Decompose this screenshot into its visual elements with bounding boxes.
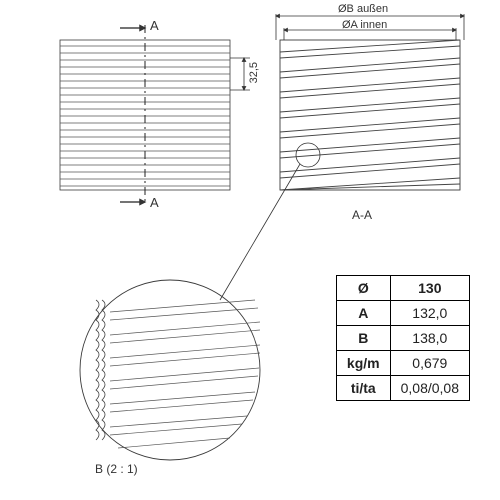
spec-key-1: A <box>336 301 390 326</box>
spec-key-2: B <box>336 326 390 351</box>
spec-key-3: kg/m <box>336 351 390 376</box>
detail-callout <box>220 143 320 300</box>
spec-val-2: 138,0 <box>390 326 469 351</box>
section-title: A-A <box>352 208 372 222</box>
detail-view <box>80 280 260 460</box>
spec-val-0: 130 <box>390 276 469 301</box>
spec-table: Ø130 A132,0 B138,0 kg/m0,679 ti/ta0,08/0… <box>336 275 470 401</box>
spec-val-1: 132,0 <box>390 301 469 326</box>
spec-val-3: 0,679 <box>390 351 469 376</box>
section-mark-bottom: A <box>150 195 159 210</box>
dimension-pitch <box>230 58 250 90</box>
drawing-canvas: ØB außen ØA innen 32,5 A A A-A B (2 : 1)… <box>0 0 500 500</box>
section-mark-top: A <box>150 18 159 33</box>
detail-label: B (2 : 1) <box>95 462 138 476</box>
spec-key-4: ti/ta <box>336 376 390 401</box>
pitch-dim-value: 32,5 <box>248 62 260 83</box>
outer-dim-label: ØB außen <box>338 3 388 15</box>
inner-dim-label: ØA innen <box>342 19 387 31</box>
spec-key-0: Ø <box>336 276 390 301</box>
spec-val-4: 0,08/0,08 <box>390 376 469 401</box>
tube-exterior-view <box>60 25 230 205</box>
tube-section-view <box>280 40 460 190</box>
